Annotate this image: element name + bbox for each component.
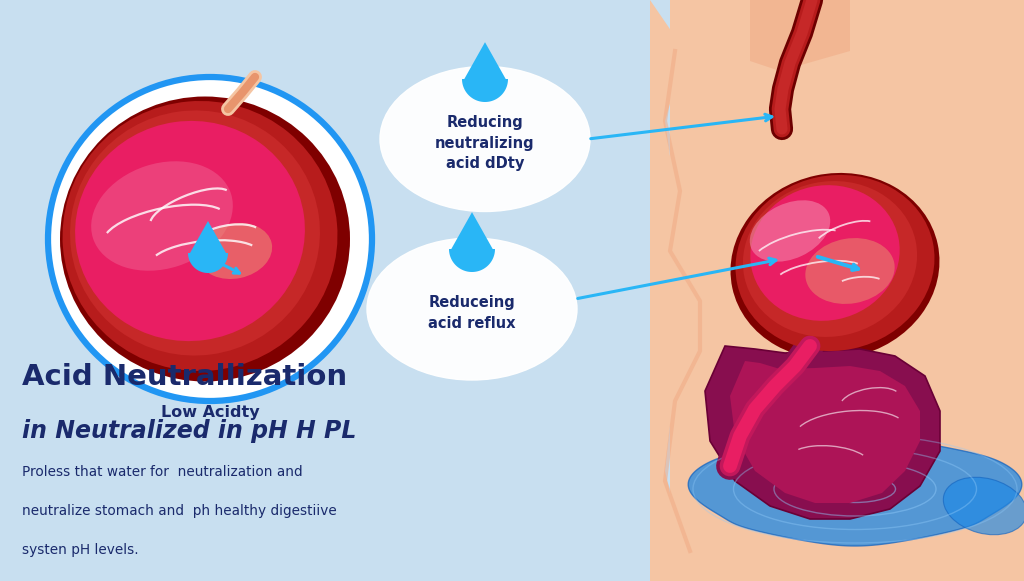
Ellipse shape [751,185,900,321]
Ellipse shape [198,223,272,279]
Ellipse shape [805,238,895,304]
Polygon shape [750,0,850,71]
Polygon shape [670,0,1024,581]
Polygon shape [650,0,705,581]
Ellipse shape [750,200,830,261]
Text: Proless that water for  neutralization and: Proless that water for neutralization an… [22,465,303,479]
Ellipse shape [75,121,305,341]
Text: Reducing
neutralizing
acid dDty: Reducing neutralizing acid dDty [435,115,535,171]
Text: in Neutralized in pH H PL: in Neutralized in pH H PL [22,419,356,443]
Ellipse shape [380,66,590,211]
Text: neutralize stomach and  ph healthy digestiive: neutralize stomach and ph healthy digest… [22,504,337,518]
Polygon shape [449,212,495,272]
Polygon shape [705,346,940,519]
Ellipse shape [730,173,939,359]
Ellipse shape [91,162,232,271]
Ellipse shape [60,96,350,382]
Ellipse shape [367,238,577,380]
Text: Acid Neutrallization: Acid Neutrallization [22,363,347,391]
Text: systen pH levels.: systen pH levels. [22,543,138,557]
Polygon shape [688,432,1022,546]
Ellipse shape [742,181,918,337]
Polygon shape [730,361,920,503]
Text: Reduceing
acid reflux: Reduceing acid reflux [428,295,516,331]
Ellipse shape [62,101,338,371]
Ellipse shape [735,175,935,351]
Ellipse shape [70,110,319,356]
Polygon shape [462,42,508,102]
Polygon shape [188,221,228,273]
Text: Low Acidty: Low Acidty [161,406,259,421]
Circle shape [48,77,372,401]
Ellipse shape [943,477,1024,535]
